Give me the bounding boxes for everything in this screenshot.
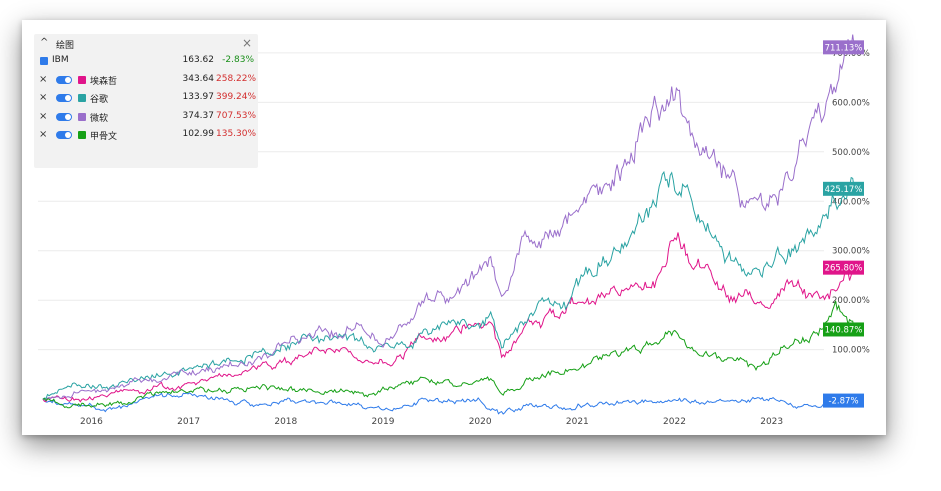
series-line xyxy=(42,392,855,415)
chevron-up-icon[interactable]: ^ xyxy=(40,37,49,48)
series-change: 399.24% xyxy=(216,92,257,102)
visibility-toggle[interactable] xyxy=(56,75,72,84)
series-change: -2.83% xyxy=(222,55,254,65)
series-value: 343.64 xyxy=(182,73,215,84)
y-tick-label: 500.00% xyxy=(832,148,870,158)
y-tick-label: 200.00% xyxy=(832,296,870,306)
x-tick-label: 2023 xyxy=(760,417,783,427)
series-end-label: 711.13% xyxy=(823,40,864,55)
legend-header: ^ 绘图 × xyxy=(34,34,258,52)
series-name: 埃森哲 xyxy=(90,76,118,87)
series-name: 谷歌 xyxy=(90,95,109,105)
end-label-text: 140.87% xyxy=(825,325,863,335)
series-value: 374.37 xyxy=(182,110,215,121)
visibility-toggle[interactable] xyxy=(56,94,72,102)
visibility-toggle[interactable] xyxy=(56,112,72,121)
series-change: 135.30% xyxy=(216,129,257,139)
end-label-text: -2.87% xyxy=(828,397,858,407)
end-label-box xyxy=(823,181,864,196)
series-line xyxy=(42,300,855,409)
series-value: 102.99 xyxy=(182,129,215,139)
series-end-label: 265.80% xyxy=(823,260,864,275)
end-label-text: 265.80% xyxy=(825,264,863,274)
series-end-label: 425.17% xyxy=(823,181,864,196)
end-label-box xyxy=(823,322,864,337)
end-label-text: 711.13% xyxy=(825,43,863,53)
remove-series-icon[interactable]: × xyxy=(39,110,48,122)
close-icon[interactable]: × xyxy=(241,36,252,50)
series-swatch xyxy=(78,94,86,102)
series-line xyxy=(42,34,855,401)
y-tick-label: 100.00% xyxy=(832,346,870,356)
end-label-box xyxy=(823,40,864,55)
end-label-text: 425.17% xyxy=(825,185,863,195)
x-tick-label: 2019 xyxy=(372,417,395,427)
chart-card: 100.00% 200.00% 300.00% 400.00% 500.00% 600.0… xyxy=(22,20,886,435)
legend-row-oracle: × 甲骨文 102.99 135.30% xyxy=(34,126,258,145)
legend-row-accenture: × 埃森哲 343.64 258.22% xyxy=(34,71,258,90)
series-swatch xyxy=(78,112,86,121)
x-tick-label: 2021 xyxy=(566,417,589,427)
remove-series-icon[interactable]: × xyxy=(39,129,48,140)
series-swatch xyxy=(78,131,86,139)
series-end-label: -2.87% xyxy=(823,393,864,408)
series-end-label: 140.87% xyxy=(823,322,864,337)
series-value: 133.97 xyxy=(182,92,215,102)
series-name: 甲骨文 xyxy=(90,132,118,142)
remove-series-icon[interactable]: × xyxy=(39,73,48,85)
series-name: 微软 xyxy=(90,113,109,124)
series-change: 707.53% xyxy=(216,110,257,121)
legend-row-google: × 谷歌 133.97 399.24% xyxy=(34,89,258,108)
x-tick-label: 2018 xyxy=(274,417,297,427)
x-tick-label: 2017 xyxy=(177,417,200,427)
series-line xyxy=(42,232,855,403)
x-tick-label: 2020 xyxy=(469,417,492,427)
series-change: 258.22% xyxy=(216,73,257,84)
series-swatch xyxy=(40,57,48,65)
series-line xyxy=(42,170,855,400)
y-tick-label: 400.00% xyxy=(832,197,870,207)
legend-row-ibm: IBM 163.62 -2.83% xyxy=(34,52,258,71)
x-tick-label: 2022 xyxy=(663,417,686,427)
series-name: IBM xyxy=(52,55,69,65)
remove-series-icon[interactable]: × xyxy=(39,92,48,103)
legend-row-microsoft: × 微软 374.37 707.53% xyxy=(34,108,258,127)
end-label-box xyxy=(823,393,864,408)
series-value: 163.62 xyxy=(182,55,215,65)
legend-title: 绘图 xyxy=(56,41,75,51)
y-tick-label: 300.00% xyxy=(832,247,870,257)
y-tick-label: 600.00% xyxy=(832,98,870,108)
series-swatch xyxy=(78,75,86,84)
visibility-toggle[interactable] xyxy=(56,131,72,139)
x-tick-label: 2016 xyxy=(80,417,103,427)
legend-panel: ^ 绘图 × IBM 163.62 -2.83% × 埃森哲 343.64 25… xyxy=(34,34,258,168)
comparison-line-chart: 100.00% 200.00% 300.00% 400.00% 500.00% 600.0… xyxy=(38,34,870,427)
end-label-box xyxy=(823,260,864,275)
